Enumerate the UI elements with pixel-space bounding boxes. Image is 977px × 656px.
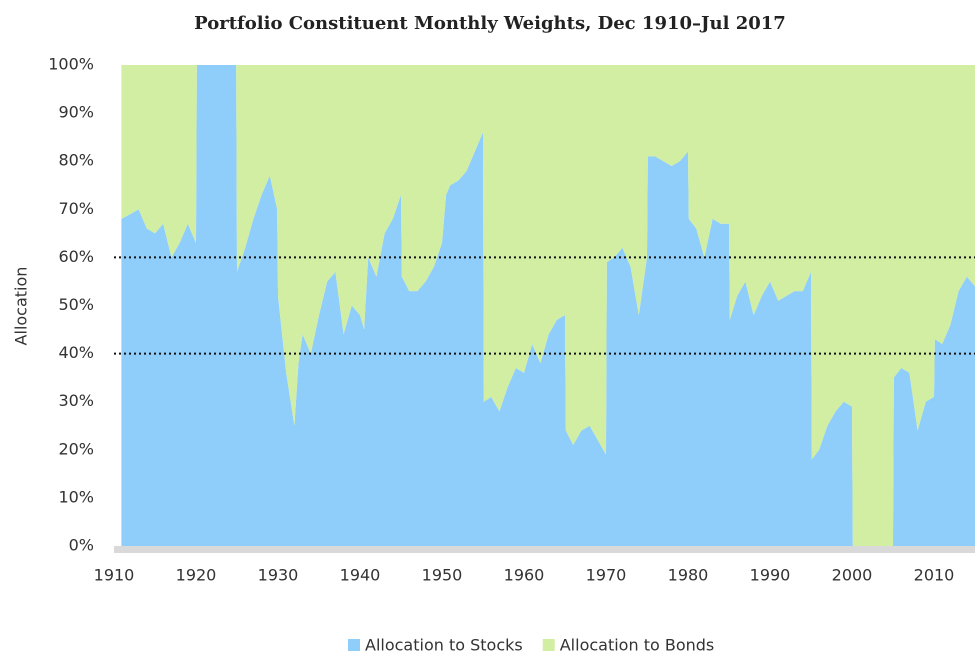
x-tick-label: 1970: [586, 566, 627, 585]
y-tick-label: 90%: [58, 103, 94, 122]
area: [121, 65, 975, 546]
legend-swatch: [348, 639, 360, 651]
y-tick-label: 20%: [58, 439, 94, 458]
x-tick-label: 2000: [832, 566, 873, 585]
y-tick-label: 70%: [58, 199, 94, 218]
chart-title: Portfolio Constituent Monthly Weights, D…: [194, 13, 786, 34]
x-tick-label: 2010: [914, 566, 955, 585]
y-tick-label: 40%: [58, 343, 94, 362]
y-axis-label: Allocation: [12, 267, 31, 346]
y-tick-label: 100%: [48, 55, 94, 74]
y-tick-label: 10%: [58, 487, 94, 506]
y-tick-label: 30%: [58, 391, 94, 410]
y-tick-label: 80%: [58, 151, 94, 170]
x-tick-label: 1950: [422, 566, 463, 585]
x-tick-label: 1980: [668, 566, 709, 585]
x-axis-band: [114, 546, 975, 553]
y-tick-label: 60%: [58, 247, 94, 266]
x-tick-label: 1960: [504, 566, 545, 585]
legend-label: Allocation to Bonds: [560, 636, 715, 655]
x-tick-label: 1910: [94, 566, 135, 585]
x-tick-label: 1920: [176, 566, 217, 585]
x-tick-label: 1930: [258, 566, 299, 585]
legend-swatch: [542, 639, 555, 651]
y-tick-label: 50%: [58, 295, 94, 314]
x-tick-label: 1990: [750, 566, 791, 585]
legend-label: Allocation to Stocks: [365, 636, 523, 655]
x-tick-label: 1940: [340, 566, 381, 585]
area: [121, 65, 975, 546]
y-tick-label: 0%: [69, 536, 94, 555]
